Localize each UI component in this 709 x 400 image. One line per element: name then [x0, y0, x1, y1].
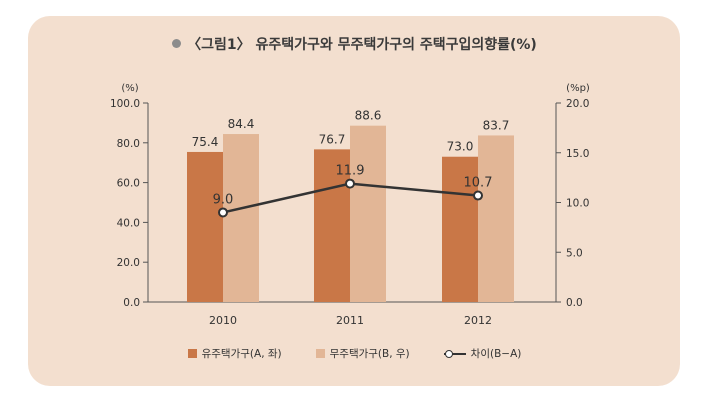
right-axis-tick-label: 20.0: [566, 98, 589, 110]
bar-nonowner-2012: [478, 135, 514, 302]
legend-swatch-nonowner: [315, 349, 325, 358]
legend-line-marker-icon: [443, 349, 466, 359]
x-axis-tick-label: 2012: [464, 314, 492, 327]
difference-label-2010: 9.0: [213, 192, 234, 207]
difference-point-2012: [473, 190, 483, 201]
bar-nonowner-2011: [350, 125, 386, 302]
legend-swatch-owner: [187, 349, 197, 358]
legend: 유주택가구(A, 좌) 무주택가구(B, 우) 차이(B−A): [0, 346, 709, 361]
left-axis-tick-label: 60.0: [117, 178, 140, 190]
legend-label-owner: 유주택가구(A, 좌): [201, 348, 282, 360]
bar-label-owner-2011: 76.7: [319, 132, 346, 146]
x-axis-tick-label: 2010: [209, 314, 237, 327]
bar-label-nonowner-2010: 84.4: [228, 117, 255, 131]
bar-label-nonowner-2011: 88.6: [355, 109, 382, 123]
difference-point-2011: [345, 178, 355, 189]
right-axis-tick-label: 0.0: [566, 297, 583, 309]
legend-item-nonowner: 무주택가구(B, 우): [315, 346, 410, 361]
right-axis-unit: (%p): [566, 83, 590, 94]
bar-owner-2010: [187, 151, 223, 302]
bar-nonowner-2010: [223, 134, 259, 302]
right-axis-tick-label: 10.0: [566, 198, 589, 210]
difference-label-2011: 11.9: [336, 164, 365, 179]
legend-label-nonowner: 무주택가구(B, 우): [329, 348, 410, 360]
left-axis-unit: (%): [121, 83, 138, 94]
bar-label-owner-2010: 75.4: [192, 135, 219, 149]
legend-item-owner: 유주택가구(A, 좌): [187, 346, 282, 361]
left-axis-tick-label: 100.0: [110, 98, 140, 110]
difference-point-2010: [218, 207, 228, 218]
legend-item-difference: 차이(B−A): [443, 346, 522, 361]
left-axis-tick-label: 0.0: [123, 297, 140, 309]
right-axis-tick-label: 15.0: [566, 148, 589, 160]
bar-label-nonowner-2012: 83.7: [483, 118, 510, 132]
right-axis-tick-label: 5.0: [566, 247, 583, 259]
bar-label-owner-2012: 73.0: [447, 140, 474, 154]
difference-label-2012: 10.7: [464, 176, 493, 191]
chart-title: 〈그림1〉 유주택가구와 무주택가구의 주택구입의향률(%): [0, 34, 709, 54]
x-axis-tick-label: 2011: [336, 314, 364, 327]
chart-title-text: 〈그림1〉 유주택가구와 무주택가구의 주택구입의향률(%): [187, 37, 537, 53]
bar-owner-2011: [314, 149, 350, 302]
legend-label-difference: 차이(B−A): [470, 348, 522, 360]
bar-owner-2012: [442, 156, 478, 302]
left-axis-tick-label: 80.0: [117, 138, 140, 150]
left-axis-tick-label: 40.0: [117, 217, 140, 229]
left-axis-tick-label: 20.0: [117, 257, 140, 269]
bullet-icon: [172, 39, 182, 48]
